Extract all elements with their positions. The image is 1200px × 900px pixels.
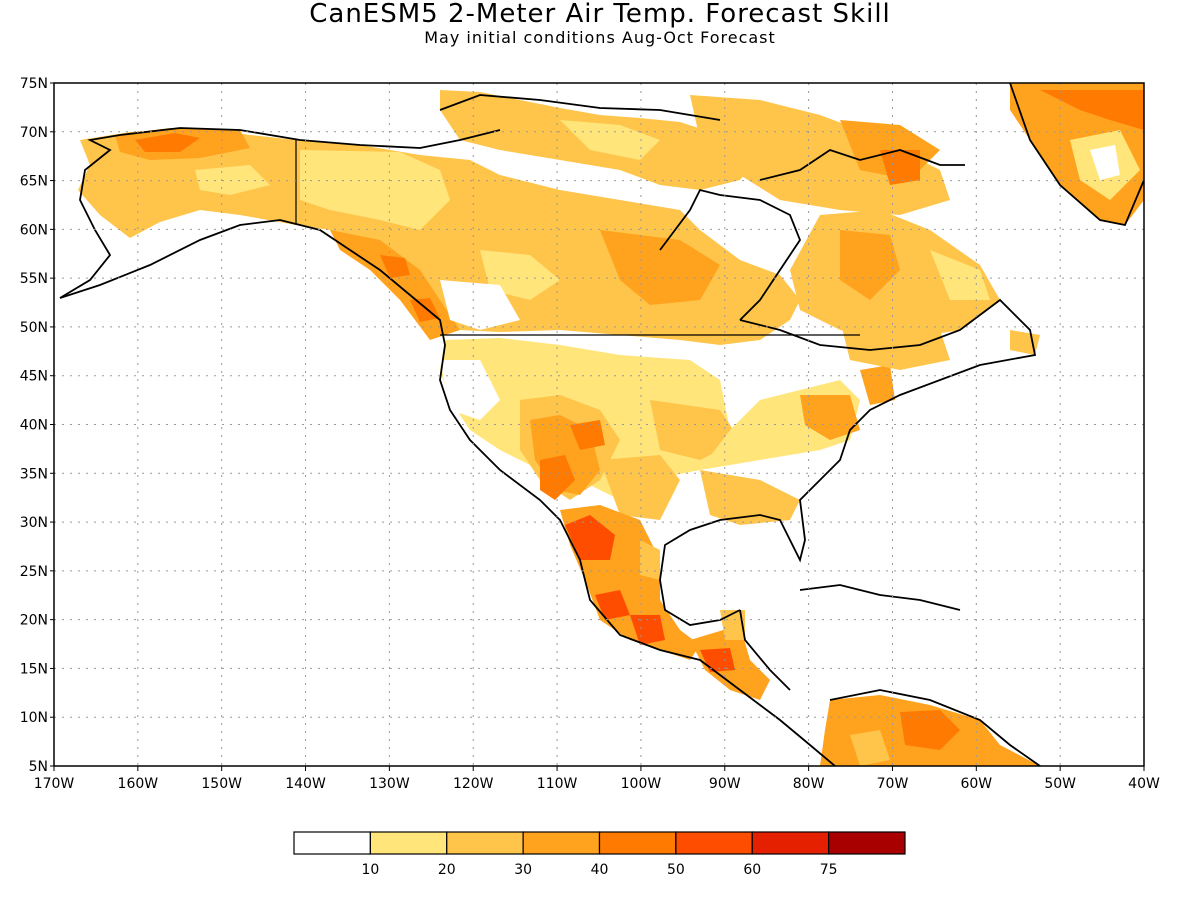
map-subtitle: May initial conditions Aug-Oct Forecast xyxy=(424,28,776,47)
lat-label: 15N xyxy=(20,661,48,677)
lon-label: 110W xyxy=(537,776,578,792)
lat-label: 55N xyxy=(20,271,48,287)
colorbar-label: 60 xyxy=(743,862,761,878)
lon-label: 150W xyxy=(201,776,242,792)
lon-label: 130W xyxy=(369,776,410,792)
lon-label: 70W xyxy=(877,776,909,792)
lat-label: 10N xyxy=(20,710,48,726)
colorbar-swatch xyxy=(828,831,906,855)
longitude-labels: 170W 160W 150W 140W 130W 120W 110W 100W 90W 80W 70… xyxy=(34,776,1160,792)
lon-label: 50W xyxy=(1044,776,1076,792)
colorbar-swatch xyxy=(522,831,601,855)
lon-label: 100W xyxy=(621,776,662,792)
colorbar-swatch xyxy=(446,831,524,855)
lon-label: 140W xyxy=(285,776,326,792)
lat-label: 70N xyxy=(20,125,48,141)
colorbar-swatch xyxy=(293,831,371,855)
coastlines xyxy=(59,83,1144,766)
lat-label: 45N xyxy=(20,369,48,385)
colorbar-swatch xyxy=(675,831,753,855)
colorbar-label: 30 xyxy=(514,862,532,878)
graticule xyxy=(54,83,1144,766)
lat-label: 50N xyxy=(20,320,48,336)
lat-label: 5N xyxy=(29,759,48,775)
colorbar-label: 20 xyxy=(438,862,456,878)
lon-label: 160W xyxy=(118,776,159,792)
lat-label: 75N xyxy=(20,76,48,92)
lat-label: 40N xyxy=(20,418,48,434)
skill-shading xyxy=(78,83,1144,766)
colorbar-label: 10 xyxy=(361,862,379,878)
map-title: CanESM5 2-Meter Air Temp. Forecast Skill xyxy=(309,0,891,29)
lon-label: 60W xyxy=(960,776,992,792)
lat-label: 20N xyxy=(20,613,48,629)
lon-label: 120W xyxy=(453,776,494,792)
lat-label: 25N xyxy=(20,564,48,580)
lon-label: 80W xyxy=(793,776,825,792)
colorbar-swatch xyxy=(751,831,830,855)
latitude-labels: 5N 10N 15N 20N 25N 30N 35N 40N 45N 50N 55N 60N 65N 70… xyxy=(20,76,48,775)
colorbar-label: 40 xyxy=(591,862,609,878)
colorbar-label: 75 xyxy=(820,862,838,878)
lon-label: 170W xyxy=(34,776,75,792)
axis-ticks xyxy=(50,82,1145,771)
lon-label: 40W xyxy=(1128,776,1160,792)
lat-label: 30N xyxy=(20,515,48,531)
colorbar-label: 50 xyxy=(667,862,685,878)
lat-label: 65N xyxy=(20,174,48,190)
lon-label: 90W xyxy=(709,776,741,792)
colorbar-swatch xyxy=(369,831,448,855)
lat-label: 35N xyxy=(20,466,48,482)
colorbar: 10 20 30 40 50 60 75 xyxy=(293,831,906,878)
colorbar-swatch xyxy=(598,831,677,855)
lat-label: 60N xyxy=(20,222,48,238)
